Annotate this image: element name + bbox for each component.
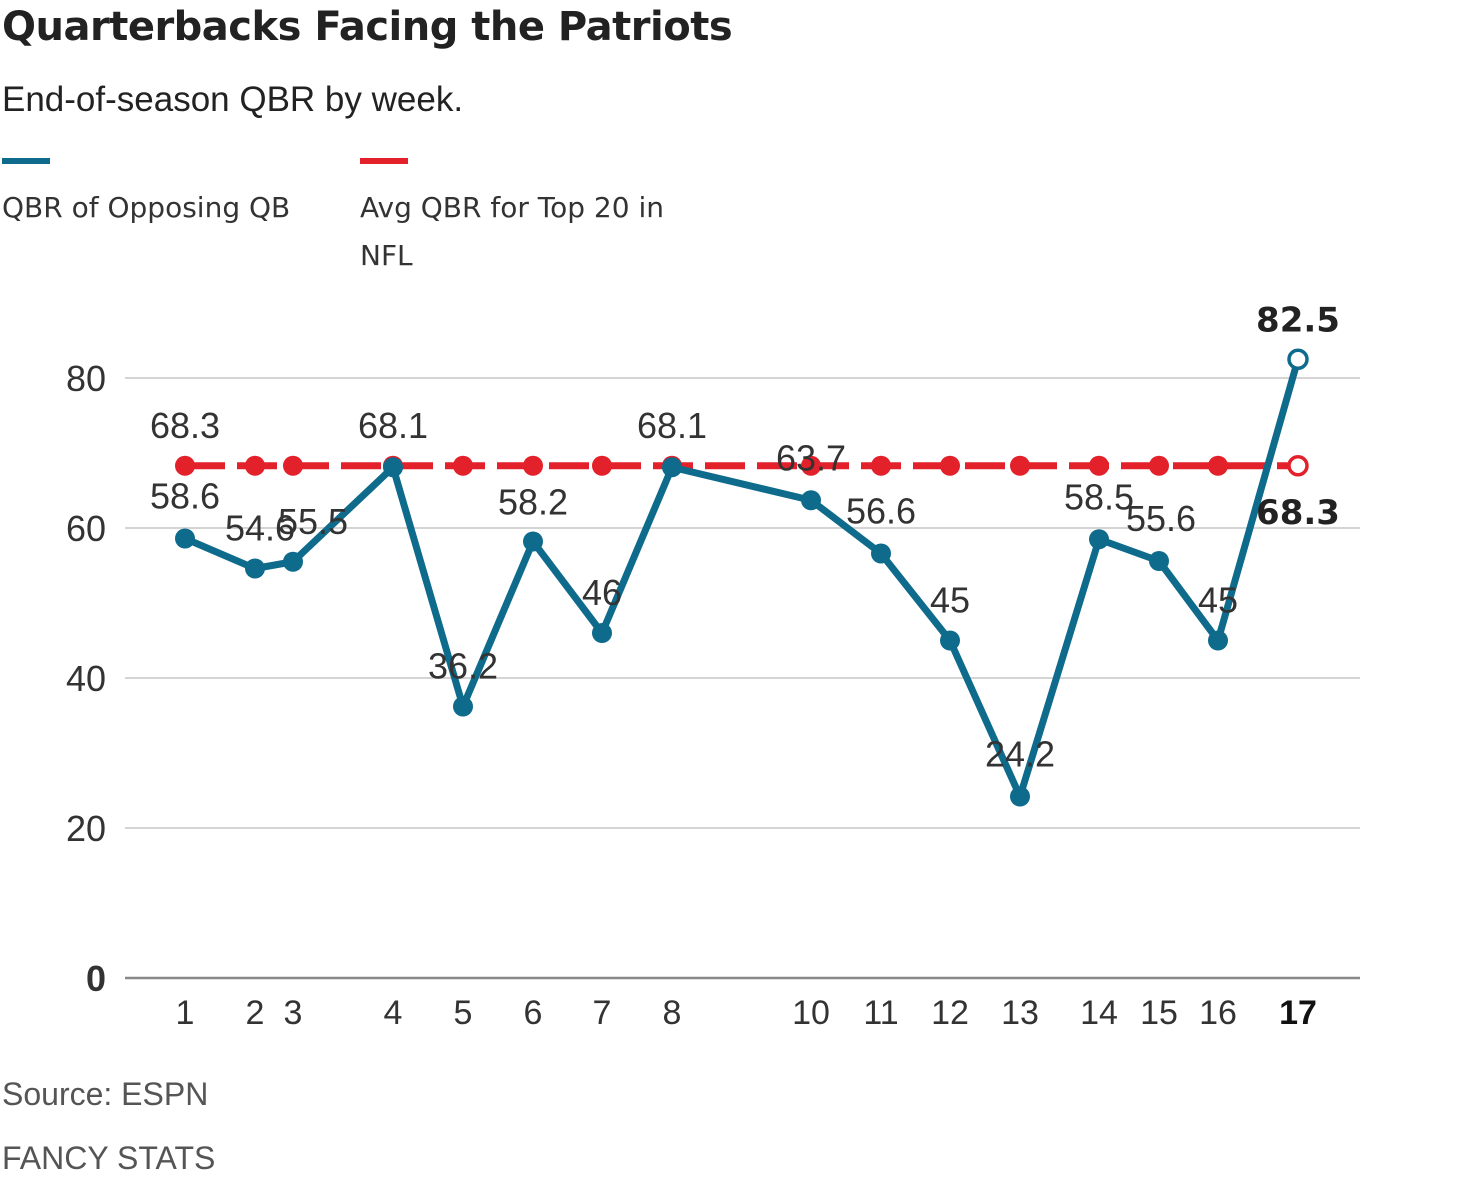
x-tick-label: 17 [1279,994,1317,1032]
point-top20-avg [940,455,960,476]
data-label-opposing-qb: 55.5 [278,501,348,542]
x-tick-label: 13 [1001,994,1039,1032]
point-top20-avg [871,455,891,476]
point-opposing-qb [453,696,473,717]
point-top20-avg [245,455,265,476]
legend-label-opposing-qb: QBR of Opposing QB [2,191,291,224]
point-top20-avg [523,455,543,476]
credit-note: FANCY STATS [2,1140,216,1176]
data-labels: 58.654.655.5 36.2 58.2 46 63.756.6 45 24.2 58.5… [150,300,1340,774]
gridlines [125,377,1360,829]
data-label-top20-avg: 68.1 [637,405,707,446]
data-label-top20-avg: 68.3 [150,405,220,446]
x-tick-label: 3 [284,994,303,1032]
legend-swatch-opposing-qb [2,158,50,164]
legend-item-top20-avg: Avg QBR for Top 20 in NFL [360,158,690,280]
x-tick-label: 5 [454,994,473,1032]
point-top20-avg [1089,455,1109,476]
x-tick-label: 12 [931,994,969,1032]
point-opposing-qb [1010,786,1030,807]
point-top20-avg [175,455,195,476]
data-label-opposing-qb: 54.6 [225,508,295,549]
data-label-opposing-qb: 46 [582,572,622,613]
legend-item-opposing-qb: QBR of Opposing QB [2,158,290,232]
x-tick-label: 10 [792,994,830,1032]
x-tick-label: 1 [176,994,195,1032]
data-label-opposing-qb: 58.2 [498,482,568,523]
data-label-opposing-qb: 63.7 [776,437,846,478]
point-opposing-qb [1089,529,1109,550]
point-top20-avg [801,455,821,476]
x-tick-label: 2 [246,994,265,1032]
point-top20-avg [1208,455,1228,476]
point-opposing-qb [592,623,612,643]
x-tick-label: 6 [524,994,543,1032]
x-tick-label: 4 [384,994,403,1032]
data-label-opposing-qb: 45 [1198,580,1238,621]
point-top20-avg [453,455,473,476]
x-tick-label: 16 [1199,994,1237,1032]
data-label-opposing-qb: 82.5 [1256,300,1340,340]
chart-title: Quarterbacks Facing the Patriots [2,4,733,50]
source-note: Source: ESPN [2,1076,209,1112]
data-label-opposing-qb: 45 [930,580,970,621]
x-tick-label: 14 [1080,994,1118,1032]
series-line-opposing-qb [183,358,1302,800]
y-tick-label: 20 [66,808,106,849]
series-lines [183,358,1302,800]
point-opposing-qb [383,457,403,478]
point-opposing-qb [1208,630,1228,651]
point-opposing-qb [175,528,195,549]
legend-label-top20-avg: Avg QBR for Top 20 in NFL [360,191,664,272]
y-tick-label: 40 [66,658,106,699]
chart-subtitle: End-of-season QBR by week. [2,80,464,119]
series-points [175,348,1309,807]
x-tick-label: 15 [1140,994,1178,1032]
point-opposing-qb [1287,348,1309,370]
point-top20-avg [283,455,303,476]
point-top20-avg [1287,455,1309,477]
data-label-opposing-qb: 56.6 [846,491,916,532]
point-opposing-qb [662,457,682,478]
data-label-opposing-qb: 55.6 [1126,498,1196,539]
y-tick-label: 60 [66,508,106,549]
data-label-opposing-qb: 58.6 [150,476,220,517]
data-label-top20-avg: 68.1 [358,405,428,446]
point-top20-avg [1149,455,1169,476]
y-tick-label: 80 [66,358,106,399]
point-opposing-qb [245,558,265,579]
point-opposing-qb [871,543,891,564]
x-tick-label: 11 [863,994,898,1032]
y-tick-label: 0 [86,958,106,999]
data-label-top20-avg: 68.3 [1256,493,1340,533]
data-label-opposing-qb: 58.5 [1064,476,1134,517]
x-tick-label: 7 [593,994,612,1032]
point-opposing-qb [1149,551,1169,571]
point-opposing-qb [801,490,821,511]
point-top20-avg [1010,455,1030,476]
legend-swatch-top20-avg [360,158,408,164]
point-opposing-qb [283,551,303,572]
data-label-opposing-qb: 24.2 [985,734,1055,775]
point-opposing-qb [523,531,543,552]
x-tick-label: 8 [663,994,682,1032]
point-top20-avg [592,455,612,476]
data-label-opposing-qb: 36.2 [428,646,498,687]
point-opposing-qb [940,630,960,651]
